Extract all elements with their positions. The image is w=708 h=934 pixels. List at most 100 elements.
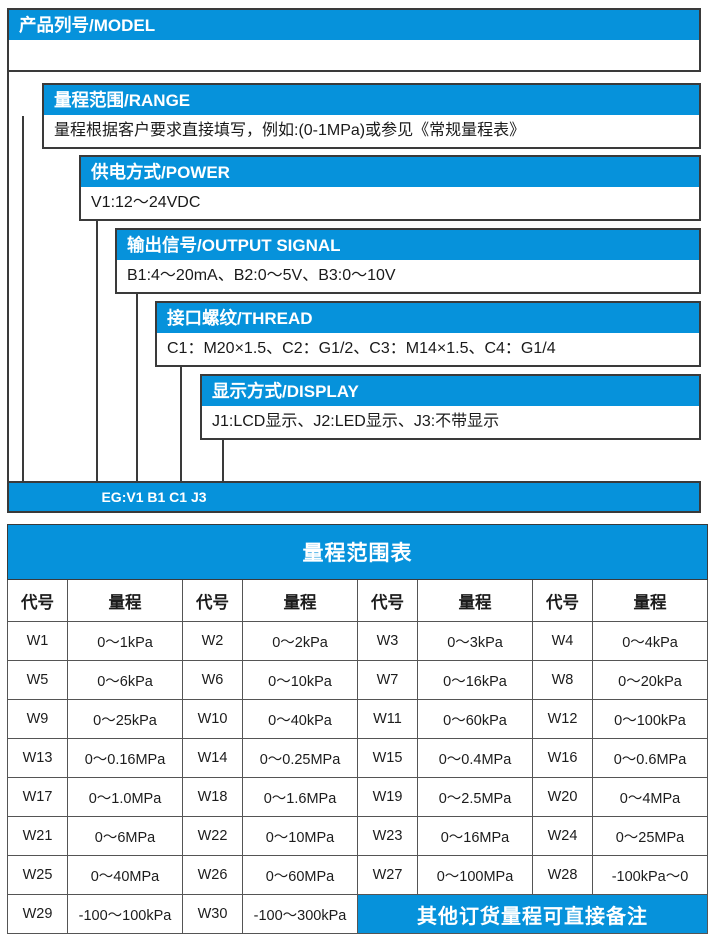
- cell-code: W27: [357, 855, 418, 895]
- column-header-code-4: 代号: [532, 579, 593, 622]
- cell-range: 0～40kPa: [242, 699, 358, 739]
- cell-code: W21: [7, 816, 68, 856]
- cell-code: W23: [357, 816, 418, 856]
- cell-code: W4: [532, 621, 593, 661]
- cell-code: W11: [357, 699, 418, 739]
- table-row-last: W29 -100～100kPa W30 -100～300kPa 其他订货量程可直…: [7, 894, 708, 934]
- spec-head-display-en: DISPLAY: [286, 382, 359, 401]
- spec-head-model: 产品列号/MODEL: [9, 10, 699, 40]
- cell-code: W7: [357, 660, 418, 700]
- spec-head-thread: 接口螺纹/THREAD: [157, 303, 699, 333]
- spec-head-range: 量程范围/RANGE: [44, 85, 699, 115]
- column-header-code-1: 代号: [7, 579, 68, 622]
- spec-head-model-cn: 产品列号: [19, 15, 89, 35]
- cell-range: 0～16MPa: [417, 816, 533, 856]
- table-row: W25 0～40MPa W26 0～60MPa W27 0～100MPa W28…: [7, 855, 708, 895]
- cell-range: -100～300kPa: [242, 894, 358, 934]
- spec-block-display: 显示方式/DISPLAY J1:LCD显示、J2:LED显示、J3:不带显示: [200, 374, 701, 440]
- cell-range: 0～10kPa: [242, 660, 358, 700]
- spec-head-output-signal-cn: 输出信号: [127, 235, 197, 255]
- cell-code: W28: [532, 855, 593, 895]
- cell-code: W24: [532, 816, 593, 856]
- spec-head-power-sep: /: [161, 163, 166, 182]
- cell-code: W25: [7, 855, 68, 895]
- spec-head-thread-en: THREAD: [241, 309, 313, 328]
- column-header-range-1: 量程: [67, 579, 183, 622]
- example-code-label: EG:V1 B1 C1 J3: [101, 489, 207, 505]
- table-row: W13 0～0.16MPa W14 0～0.25MPa W15 0～0.4MPa…: [7, 738, 708, 778]
- cell-range: 0～100MPa: [417, 855, 533, 895]
- cell-code: W17: [7, 777, 68, 817]
- cell-range: 0～20kPa: [592, 660, 708, 700]
- cell-range: 0～1kPa: [67, 621, 183, 661]
- cell-code: W9: [7, 699, 68, 739]
- cell-range: 0～10MPa: [242, 816, 358, 856]
- example-code-bar: EG:V1 B1 C1 J3: [7, 481, 701, 513]
- cell-range: 0～2kPa: [242, 621, 358, 661]
- cell-code: W20: [532, 777, 593, 817]
- connector-line-range: [22, 116, 24, 481]
- spec-head-power-en: POWER: [165, 163, 230, 182]
- column-header-range-2: 量程: [242, 579, 358, 622]
- connector-line-display: [222, 437, 224, 481]
- spec-block-model: 产品列号/MODEL: [7, 8, 701, 72]
- cell-range: 0～4MPa: [592, 777, 708, 817]
- table-header-row: 代号 量程 代号 量程 代号 量程 代号 量程: [7, 579, 708, 622]
- connector-line-model: [7, 66, 9, 481]
- connector-line-power: [96, 216, 98, 481]
- spec-body-model: [9, 40, 699, 70]
- cell-code: W15: [357, 738, 418, 778]
- column-header-code-3: 代号: [357, 579, 418, 622]
- spec-head-power-cn: 供电方式: [91, 162, 161, 182]
- spec-block-range: 量程范围/RANGE 量程根据客户要求直接填写，例如:(0-1MPa)或参见《常…: [42, 83, 701, 149]
- cell-range: -100～100kPa: [67, 894, 183, 934]
- cell-range: 0～6MPa: [67, 816, 183, 856]
- table-row: W21 0～6MPa W22 0～10MPa W23 0～16MPa W24 0…: [7, 816, 708, 856]
- cell-range: -100kPa～0: [592, 855, 708, 895]
- cell-code: W29: [7, 894, 68, 934]
- spec-body-power: V1:12～24VDC: [81, 187, 699, 219]
- connector-line-thread: [180, 363, 182, 481]
- cell-range: 0～100kPa: [592, 699, 708, 739]
- spec-head-model-en: MODEL: [93, 16, 156, 35]
- spec-body-display: J1:LCD显示、J2:LED显示、J3:不带显示: [202, 406, 699, 438]
- spec-tree-diagram: 产品列号/MODEL 量程范围/RANGE 量程根据客户要求直接填写，例如:(0…: [7, 8, 701, 513]
- cell-range: 0～0.6MPa: [592, 738, 708, 778]
- cell-range: 0～0.16MPa: [67, 738, 183, 778]
- spec-body-range: 量程根据客户要求直接填写，例如:(0-1MPa)或参见《常规量程表》: [44, 115, 699, 147]
- cell-range: 0～16kPa: [417, 660, 533, 700]
- spec-head-power: 供电方式/POWER: [81, 157, 699, 187]
- range-table: 量程范围表 代号 量程 代号 量程 代号 量程 代号 量程 W1 0～1kPa …: [7, 524, 708, 934]
- cell-range: 0～25kPa: [67, 699, 183, 739]
- spec-block-power: 供电方式/POWER V1:12～24VDC: [79, 155, 701, 221]
- cell-range: 0～0.4MPa: [417, 738, 533, 778]
- table-row: W17 0～1.0MPa W18 0～1.6MPa W19 0～2.5MPa W…: [7, 777, 708, 817]
- spec-head-display: 显示方式/DISPLAY: [202, 376, 699, 406]
- column-header-code-2: 代号: [182, 579, 243, 622]
- table-row: W9 0～25kPa W10 0～40kPa W11 0～60kPa W12 0…: [7, 699, 708, 739]
- spec-head-thread-cn: 接口螺纹: [167, 308, 237, 328]
- cell-code: W10: [182, 699, 243, 739]
- cell-code: W2: [182, 621, 243, 661]
- cell-range: 0～6kPa: [67, 660, 183, 700]
- cell-range: 0～3kPa: [417, 621, 533, 661]
- cell-code: W12: [532, 699, 593, 739]
- cell-code: W5: [7, 660, 68, 700]
- spec-block-thread: 接口螺纹/THREAD C1：M20×1.5、C2：G1/2、C3：M14×1.…: [155, 301, 701, 367]
- cell-range: 0～1.0MPa: [67, 777, 183, 817]
- spec-head-display-sep: /: [282, 382, 287, 401]
- cell-code: W26: [182, 855, 243, 895]
- cell-range: 0～0.25MPa: [242, 738, 358, 778]
- cell-code: W3: [357, 621, 418, 661]
- custom-range-note: 其他订货量程可直接备注: [357, 894, 708, 934]
- column-header-range-4: 量程: [592, 579, 708, 622]
- cell-range: 0～60MPa: [242, 855, 358, 895]
- table-row: W1 0～1kPa W2 0～2kPa W3 0～3kPa W4 0～4kPa: [7, 621, 708, 661]
- cell-code: W22: [182, 816, 243, 856]
- spec-head-display-cn: 显示方式: [212, 381, 282, 401]
- cell-range: 0～40MPa: [67, 855, 183, 895]
- table-row: W5 0～6kPa W6 0～10kPa W7 0～16kPa W8 0～20k…: [7, 660, 708, 700]
- cell-range: 0～1.6MPa: [242, 777, 358, 817]
- cell-range: 0～2.5MPa: [417, 777, 533, 817]
- cell-code: W14: [182, 738, 243, 778]
